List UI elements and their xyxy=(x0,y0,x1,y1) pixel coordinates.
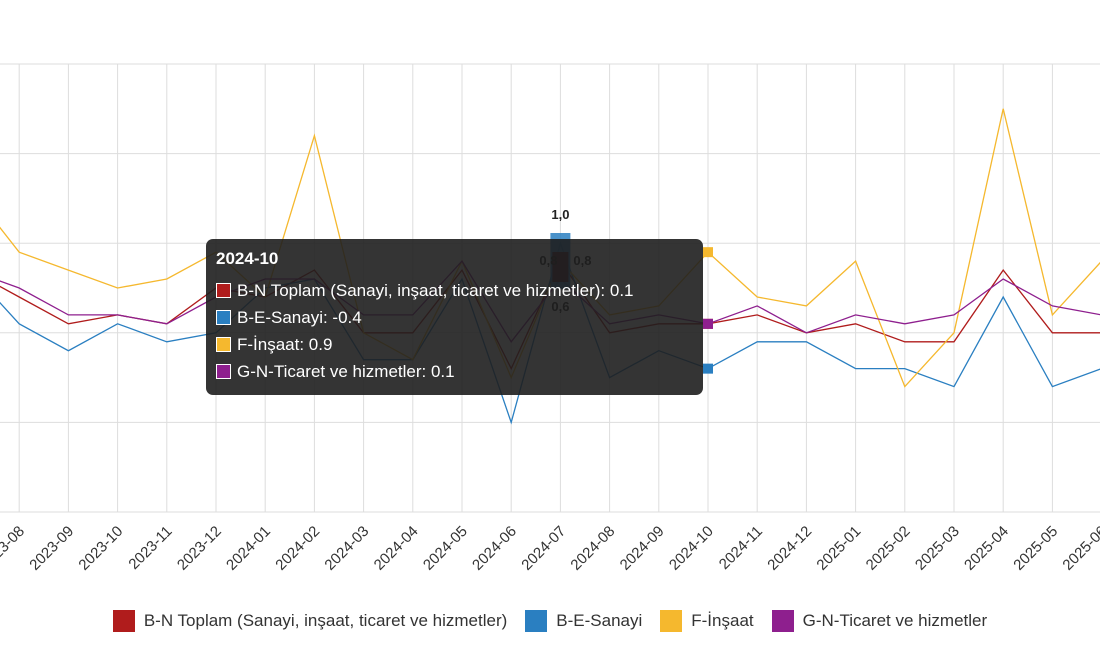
x-tick-label: 2024-06 xyxy=(469,523,520,574)
tooltip-swatch xyxy=(216,283,231,298)
x-axis: 2023-072023-082023-092023-102023-112023-… xyxy=(0,523,1100,574)
legend-swatch xyxy=(112,610,135,632)
x-tick-label: 2023-11 xyxy=(125,523,175,573)
tooltip-row: F-İnşaat: 0.9 xyxy=(216,331,693,358)
x-tick-label: 2024-01 xyxy=(223,523,274,574)
tooltip: 2024-10 B-N Toplam (Sanayi, inşaat, tica… xyxy=(206,239,703,395)
tooltip-swatch xyxy=(216,337,231,352)
x-tick-label: 2024-05 xyxy=(420,523,471,574)
x-tick-label: 2024-04 xyxy=(371,523,422,574)
legend-swatch xyxy=(525,610,548,632)
x-tick-label: 2024-10 xyxy=(666,523,717,574)
x-tick-label: 2023-09 xyxy=(26,523,77,574)
legend-item-ticaret-hizmetler[interactable]: G-N-Ticaret ve hizmetler xyxy=(771,610,988,632)
legend-item-insaat[interactable]: F-İnşaat xyxy=(660,610,754,632)
tooltip-row-text: B-E-Sanayi: -0.4 xyxy=(237,308,362,327)
legend-label: B-N Toplam (Sanayi, inşaat, ticaret ve h… xyxy=(143,611,508,630)
tooltip-row-text: F-İnşaat: 0.9 xyxy=(237,335,333,354)
legend-label: F-İnşaat xyxy=(691,611,754,630)
data-label: 1,0 xyxy=(551,207,569,222)
x-tick-label: 2023-08 xyxy=(0,523,28,574)
tooltip-title: 2024-10 xyxy=(216,249,279,268)
x-tick-label: 2024-11 xyxy=(716,523,766,573)
tooltip-swatch xyxy=(216,364,231,379)
hover-marker-1 xyxy=(703,363,713,374)
x-tick-label: 2023-10 xyxy=(75,523,126,574)
x-tick-label: 2024-08 xyxy=(567,523,618,574)
x-tick-label: 2025-04 xyxy=(961,523,1012,574)
legend-label: B-E-Sanayi xyxy=(556,611,643,630)
tooltip-row: G-N-Ticaret ve hizmetler: 0.1 xyxy=(216,358,693,385)
hover-marker-3 xyxy=(703,318,713,329)
legend-swatch xyxy=(771,610,794,632)
legend-label: G-N-Ticaret ve hizmetler xyxy=(802,611,988,630)
x-tick-label: 2025-06 xyxy=(1059,523,1100,574)
x-tick-label: 2024-12 xyxy=(764,523,815,574)
x-tick-label: 2025-01 xyxy=(813,523,864,574)
x-tick-label: 2024-03 xyxy=(321,523,372,574)
x-tick-label: 2025-02 xyxy=(863,523,914,574)
x-tick-label: 2025-03 xyxy=(912,523,963,574)
tooltip-row: B-N Toplam (Sanayi, inşaat, ticaret ve h… xyxy=(216,277,693,304)
tooltip-swatch xyxy=(216,310,231,325)
legend: B-N Toplam (Sanayi, inşaat, ticaret ve h… xyxy=(0,610,1100,632)
legend-swatch xyxy=(660,610,683,632)
tooltip-row-text: B-N Toplam (Sanayi, inşaat, ticaret ve h… xyxy=(237,281,634,300)
legend-item-sanayi[interactable]: B-E-Sanayi xyxy=(525,610,642,632)
x-tick-label: 2023-12 xyxy=(174,523,225,574)
tooltip-row: B-E-Sanayi: -0.4 xyxy=(216,304,693,331)
hover-marker-2 xyxy=(703,247,713,258)
legend-item-toplam[interactable]: B-N Toplam (Sanayi, inşaat, ticaret ve h… xyxy=(112,610,508,632)
tooltip-row-text: G-N-Ticaret ve hizmetler: 0.1 xyxy=(237,362,455,381)
x-tick-label: 2024-02 xyxy=(272,523,323,574)
x-tick-label: 2025-05 xyxy=(1010,523,1061,574)
x-tick-label: 2024-09 xyxy=(617,523,668,574)
x-tick-label: 2024-07 xyxy=(518,523,569,574)
